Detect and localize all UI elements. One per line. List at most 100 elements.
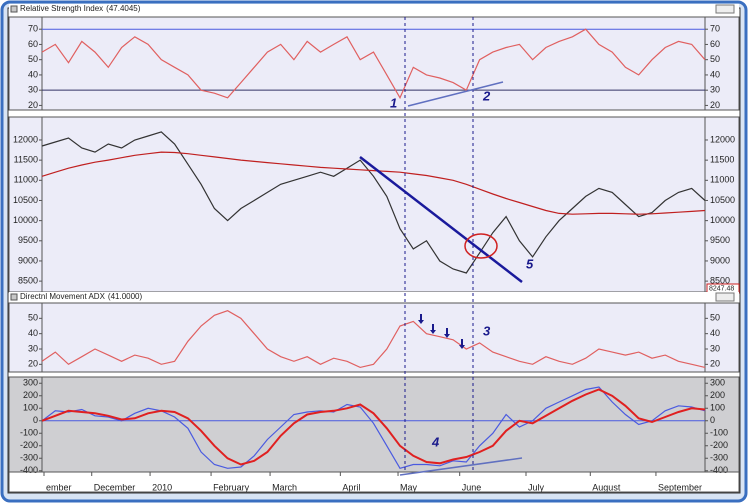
y-tick-label: 30 — [28, 343, 38, 353]
y-tick-label: -200 — [710, 440, 728, 450]
y-tick-label: 10500 — [13, 195, 38, 205]
y-tick-label: 50 — [28, 54, 38, 64]
x-tick-label: July — [528, 482, 545, 492]
x-tick-label: May — [400, 482, 418, 492]
y-tick-label: -100 — [710, 428, 728, 438]
trend-line — [407, 81, 504, 107]
y-tick-label: 30 — [710, 343, 720, 353]
panel-icon — [10, 293, 18, 301]
y-tick-label: 50 — [710, 54, 720, 64]
panel-title: Directnl Movement ADX — [20, 292, 106, 301]
series-line — [41, 388, 706, 466]
y-tick-label: 70 — [710, 24, 720, 34]
y-tick-label: 300 — [710, 378, 725, 388]
x-tick-label: March — [272, 482, 297, 492]
y-tick-label: 200 — [23, 390, 38, 400]
y-tick-label: 30 — [28, 85, 38, 95]
x-axis-strip — [8, 471, 740, 493]
arrow — [459, 339, 465, 349]
y-tick-label: 11500 — [710, 155, 734, 165]
y-tick-label: 50 — [28, 313, 38, 323]
y-tick-label: -300 — [20, 453, 38, 463]
series-line — [41, 310, 706, 369]
series-line — [41, 28, 706, 100]
panel-plot — [8, 116, 740, 293]
y-tick-label: 100 — [710, 403, 725, 413]
y-tick-label: 100 — [23, 403, 38, 413]
y-tick-label: 11000 — [710, 175, 734, 185]
y-tick-label: 300 — [23, 378, 38, 388]
annotation: 5 — [526, 256, 534, 271]
trend-line — [359, 156, 523, 283]
y-tick-label: 8500 — [710, 275, 730, 285]
panel-value: (47.4045) — [106, 4, 141, 13]
y-tick-label: 20 — [710, 100, 720, 110]
panel-plot — [8, 302, 740, 373]
annotation: 2 — [482, 88, 491, 103]
y-tick-label: 40 — [28, 328, 38, 338]
y-tick-label: 0 — [33, 415, 38, 425]
y-tick-label: 9000 — [18, 255, 38, 265]
y-tick-label: 20 — [28, 100, 38, 110]
y-tick-label: -400 — [710, 465, 728, 475]
x-tick-label: September — [658, 482, 702, 492]
y-tick-label: 9500 — [18, 235, 38, 245]
x-tick-label: February — [213, 482, 250, 492]
y-tick-label: 50 — [710, 313, 720, 323]
x-tick-label: ember — [46, 482, 72, 492]
x-tick-label: April — [342, 482, 360, 492]
panel-title: Relative Strength Index — [20, 4, 103, 13]
y-tick-label: 60 — [710, 39, 720, 49]
close-button — [715, 292, 735, 302]
y-tick-label: 12000 — [13, 134, 38, 144]
y-tick-label: 9500 — [710, 235, 730, 245]
panel-header — [9, 4, 739, 14]
panel-icon — [10, 5, 18, 13]
last-value: 8247.48 — [709, 285, 734, 292]
y-tick-label: 10000 — [710, 215, 735, 225]
close-button — [715, 4, 735, 14]
y-tick-label: 11000 — [14, 175, 38, 185]
trend-line — [399, 457, 523, 476]
annotation: 1 — [390, 95, 397, 110]
y-tick-label: 200 — [710, 390, 725, 400]
annotation: 4 — [431, 434, 440, 449]
y-tick-label: -300 — [710, 453, 728, 463]
arrow — [430, 324, 436, 334]
y-tick-label: -100 — [20, 428, 38, 438]
x-tick-label: 2010 — [152, 482, 172, 492]
series-line — [41, 131, 706, 274]
panel-value: (41.0000) — [108, 292, 143, 301]
series-line — [41, 386, 706, 470]
arrow — [444, 328, 450, 338]
y-tick-label: -400 — [20, 465, 38, 475]
y-tick-label: 0 — [710, 415, 715, 425]
arrows — [418, 314, 465, 349]
y-tick-label: 40 — [28, 69, 38, 79]
y-tick-label: 40 — [710, 69, 720, 79]
panel-plot — [8, 16, 740, 111]
y-tick-label: 60 — [28, 39, 38, 49]
annotation: 3 — [483, 323, 491, 338]
y-tick-label: 10500 — [710, 195, 735, 205]
y-tick-label: 8500 — [18, 275, 38, 285]
y-tick-label: 40 — [710, 328, 720, 338]
y-tick-label: 20 — [28, 359, 38, 369]
highlight-circle — [464, 233, 498, 259]
x-tick-label: August — [592, 482, 621, 492]
y-tick-label: 20 — [710, 359, 720, 369]
y-tick-label: 30 — [710, 85, 720, 95]
y-tick-label: 9000 — [710, 255, 730, 265]
x-tick-label: December — [94, 482, 136, 492]
arrow — [418, 314, 424, 324]
y-tick-label: -200 — [20, 440, 38, 450]
y-tick-label: 12000 — [710, 134, 735, 144]
x-tick-label: June — [462, 482, 482, 492]
panel-header — [9, 292, 739, 302]
series-line — [41, 151, 706, 215]
y-tick-label: 11500 — [14, 155, 38, 165]
y-tick-label: 70 — [28, 24, 38, 34]
y-tick-label: 10000 — [13, 215, 38, 225]
